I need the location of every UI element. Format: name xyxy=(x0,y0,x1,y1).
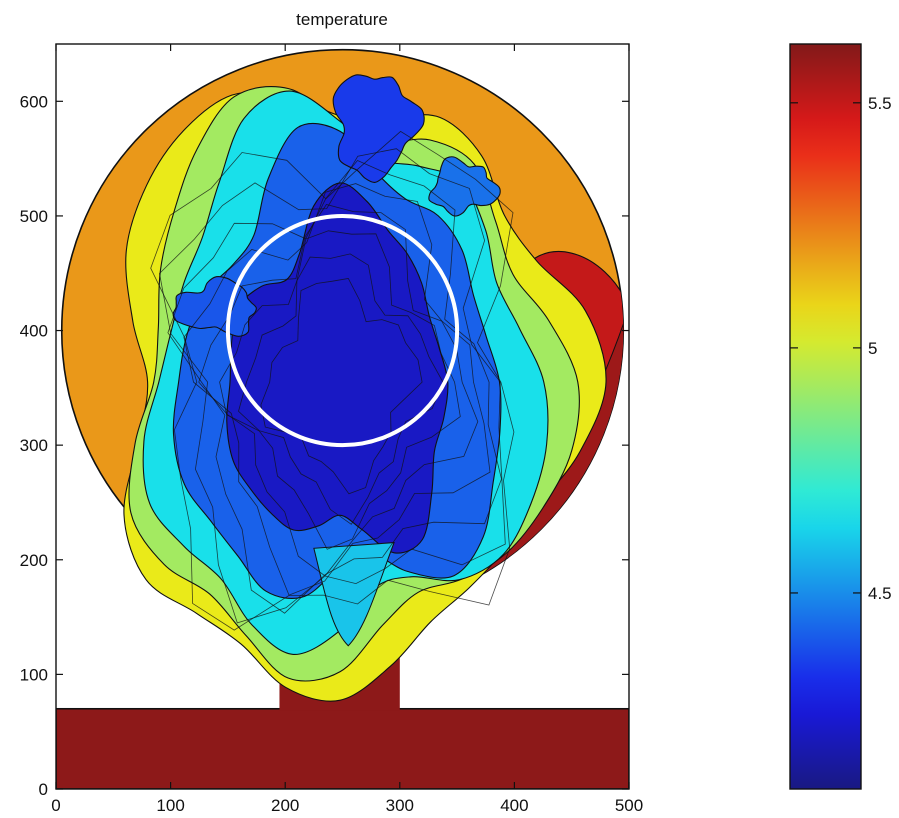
reference-circle xyxy=(225,213,460,448)
pocket-upper xyxy=(332,74,425,183)
contour-line xyxy=(167,160,502,614)
colorbar: 4.5 5 5.5 xyxy=(789,43,892,790)
contour-line xyxy=(150,130,515,631)
x-tick-label: 300 xyxy=(386,796,414,815)
y-tick-label: 600 xyxy=(20,92,48,111)
chart-title: temperature xyxy=(296,10,388,29)
contour-line xyxy=(198,204,479,577)
colorbar-gradient xyxy=(789,43,862,790)
x-tick-label: 100 xyxy=(156,796,184,815)
x-axis: 0 100 200 300 400 500 xyxy=(51,44,643,815)
x-tick-label: 500 xyxy=(615,796,643,815)
colorbar-tick-label: 5.5 xyxy=(868,94,892,113)
y-tick-label: 200 xyxy=(20,551,48,570)
plot-area xyxy=(55,43,630,790)
y-tick-label: 300 xyxy=(20,436,48,455)
contour-line xyxy=(159,148,506,624)
contour-line xyxy=(238,253,444,525)
colorbar-tick-label: 5 xyxy=(868,339,877,358)
y-axis: 0 100 200 300 400 500 600 xyxy=(20,92,629,799)
y-tick-label: 0 xyxy=(39,780,48,799)
y-tick-label: 100 xyxy=(20,665,48,684)
y-tick-label: 400 xyxy=(20,322,48,341)
contour-lines xyxy=(150,130,515,631)
x-tick-label: 0 xyxy=(51,796,60,815)
contour-line xyxy=(260,278,423,495)
colorbar-ticks: 4.5 5 5.5 xyxy=(790,94,892,603)
plot-frame xyxy=(55,43,630,790)
coldest-core xyxy=(226,182,449,554)
channel-region xyxy=(56,707,629,789)
contour-line xyxy=(219,230,461,550)
contour-line xyxy=(183,183,491,596)
x-tick-label: 400 xyxy=(500,796,528,815)
y-tick-label: 500 xyxy=(20,207,48,226)
colorbar-tick-label: 4.5 xyxy=(868,584,892,603)
x-tick-label: 200 xyxy=(271,796,299,815)
temperature-field xyxy=(56,48,629,789)
